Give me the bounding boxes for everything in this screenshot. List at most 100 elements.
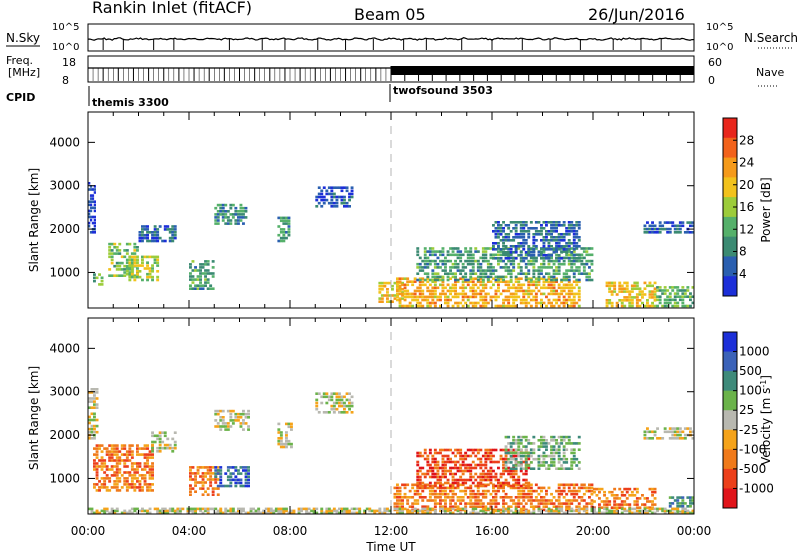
data-cell [555,511,558,515]
data-cell [138,465,142,468]
data-cell [151,489,154,492]
data-cell [600,506,604,509]
data-cell [613,503,617,506]
data-cell [635,299,639,302]
data-cell [648,284,652,288]
data-cell [557,266,561,269]
x-tick-label: 16:00 [475,524,510,538]
data-cell [194,475,197,478]
data-cell [678,231,682,234]
data-cell [509,275,513,279]
data-cell [540,257,543,260]
data-cell [138,486,142,489]
data-cell [562,304,566,308]
data-cell [519,272,523,275]
data-cell [517,221,521,224]
data-cell [312,509,316,513]
data-cell [608,490,612,494]
data-cell [199,281,202,284]
data-cell [514,257,518,260]
data-cell [204,507,207,511]
data-cell [105,447,109,450]
data-cell [171,236,175,240]
data-cell [560,245,564,248]
data-cell [451,266,455,269]
data-cell [565,507,569,511]
data-cell [103,462,107,465]
data-cell [221,206,225,210]
data-cell [481,250,485,253]
data-cell [423,475,427,479]
data-cell [502,245,505,248]
data-cell [229,213,233,216]
data-cell [95,511,99,515]
data-cell [471,286,475,290]
data-cell [522,230,526,233]
data-cell [532,451,536,455]
data-cell [113,486,117,489]
data-cell [534,277,538,280]
data-cell [517,502,521,505]
data-cell [120,274,124,277]
data-cell [474,496,478,499]
data-cell [464,250,468,253]
data-cell [454,460,457,464]
data-cell [148,453,152,456]
data-cell [529,442,533,445]
data-cell [479,280,483,283]
data-cell [151,231,154,234]
data-cell [519,286,523,290]
data-cell [123,483,127,486]
data-cell [146,278,149,282]
data-cell [557,454,561,458]
data-cell [466,466,470,470]
data-cell [582,483,586,487]
data-cell [449,277,452,280]
data-cell [464,295,468,299]
data-cell [517,286,521,290]
data-cell [628,301,632,305]
data-cell [300,509,303,513]
data-cell [168,236,172,240]
data-cell [481,463,485,467]
data-cell [630,494,634,497]
data-cell [575,233,579,236]
data-cell [550,292,553,296]
data-cell [201,511,205,515]
data-cell [572,496,576,499]
data-cell [683,292,687,295]
data-cell [532,505,536,508]
data-cell [532,280,536,283]
data-cell [580,253,584,257]
data-cell [512,301,516,305]
data-cell [517,442,521,445]
data-cell [231,422,235,425]
data-cell [239,511,243,515]
data-cell [577,502,581,505]
data-cell [456,484,460,488]
data-cell [486,278,490,282]
data-cell [343,198,346,202]
data-cell [446,481,450,485]
data-cell [567,509,571,513]
data-cell [247,484,250,488]
data-cell [136,255,139,259]
data-cell [537,221,541,224]
data-cell [118,264,122,268]
data-cell [282,442,286,446]
data-cell [512,464,516,467]
data-cell [534,496,538,499]
data-cell [540,227,543,230]
data-cell [418,509,422,513]
data-cell [461,253,465,257]
data-cell [418,262,422,266]
data-cell [509,496,513,499]
data-cell [426,499,430,502]
data-cell [519,507,523,511]
data-cell [570,509,574,513]
data-cell [161,509,165,513]
data-cell [88,209,91,213]
data-cell [570,502,574,505]
data-cell [585,259,589,263]
data-cell [524,492,528,496]
